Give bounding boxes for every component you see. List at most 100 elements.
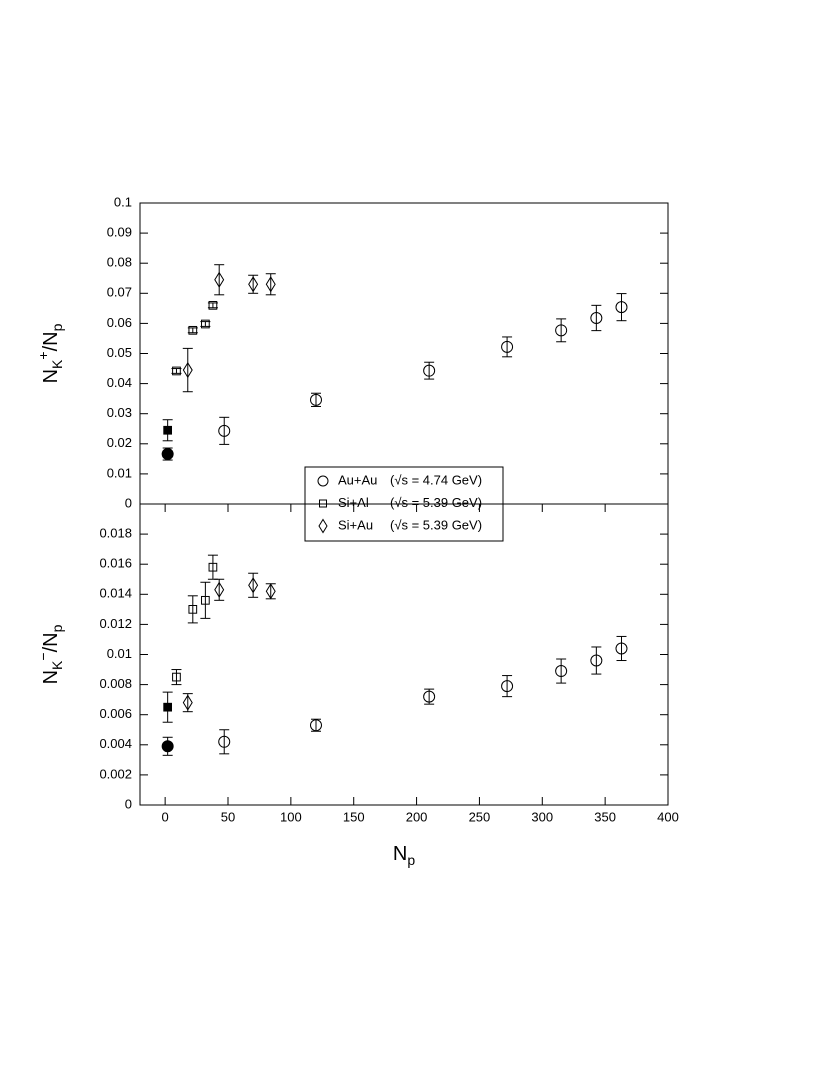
data-point	[423, 361, 436, 380]
point	[214, 271, 225, 288]
point	[218, 735, 231, 748]
y-tick-label: 0.004	[99, 736, 132, 751]
point	[218, 424, 231, 437]
legend-energy: (√s = 5.39 GeV)	[390, 495, 482, 510]
x-tick-label: 350	[594, 809, 616, 824]
y-tick-label: 0.008	[99, 676, 132, 691]
legend-energy: (√s = 5.39 GeV)	[390, 517, 482, 532]
y-axis-label: NK−/Np	[35, 624, 65, 684]
point	[310, 719, 322, 732]
legend-label: Si+Au	[338, 517, 373, 532]
data-point	[218, 416, 231, 445]
point	[172, 672, 181, 682]
data-point	[423, 688, 436, 705]
point	[163, 702, 173, 712]
data-point	[265, 273, 276, 296]
y-tick-label: 0.012	[99, 616, 132, 631]
y-tick-label: 0.016	[99, 556, 132, 571]
point	[208, 300, 218, 310]
data-point	[161, 736, 174, 756]
y-tick-label: 0.01	[107, 465, 132, 480]
point	[182, 694, 193, 711]
x-tick-label: 400	[657, 809, 679, 824]
x-tick-label: 250	[469, 809, 491, 824]
plot-frame	[139, 503, 669, 806]
x-tick-label: 200	[406, 809, 428, 824]
y-axis-label-part: K	[49, 359, 65, 369]
point	[615, 642, 628, 655]
point	[317, 475, 329, 487]
point	[265, 583, 276, 600]
data-point	[182, 347, 193, 393]
y-axis-label: NK+/Np	[35, 323, 65, 383]
data-point	[555, 658, 568, 684]
y-tick-label: 0.07	[107, 285, 132, 300]
y-tick-label: 0.01	[107, 646, 132, 661]
y-axis-label-part: p	[49, 323, 65, 331]
point	[172, 366, 181, 376]
y-tick-label: 0.09	[107, 225, 132, 240]
y-tick-label: 0.08	[107, 255, 132, 270]
point	[201, 319, 210, 329]
y-axis-label-part: N	[40, 670, 62, 684]
data-point	[615, 635, 628, 662]
x-tick-label: 0	[162, 809, 169, 824]
data-point	[590, 646, 603, 675]
data-point	[161, 447, 174, 461]
point	[214, 581, 225, 598]
y-tick-label: 0.018	[99, 526, 132, 541]
point	[188, 605, 198, 614]
data-point	[248, 572, 259, 598]
y-tick-label: 0.05	[107, 345, 132, 360]
point	[501, 340, 514, 353]
data-point	[207, 300, 218, 310]
point	[555, 665, 568, 678]
y-tick-label: 0.1	[114, 194, 132, 209]
point	[201, 595, 210, 605]
data-point	[615, 293, 628, 322]
data-point	[501, 675, 514, 698]
data-point	[310, 718, 322, 732]
point	[590, 311, 603, 324]
y-axis-label-part: p	[49, 624, 65, 632]
data-point	[248, 274, 259, 294]
y-tick-label: 0.06	[107, 315, 132, 330]
point	[615, 301, 628, 314]
y-axis-label-part: /N	[40, 331, 62, 351]
plot-frame	[139, 202, 669, 505]
data-point	[200, 319, 211, 329]
legend-label: Si+Al	[338, 495, 369, 510]
data-point	[182, 693, 193, 713]
legend-label: Au+Au	[338, 472, 377, 487]
y-axis-label-part: /N	[40, 632, 62, 652]
data-point	[501, 336, 514, 358]
x-axis-label-part: p	[407, 852, 415, 868]
x-axis-label-part: N	[393, 843, 407, 865]
y-tick-label: 0.006	[99, 706, 132, 721]
y-tick-label: 0.04	[107, 375, 132, 390]
point	[318, 518, 328, 534]
x-tick-label: 50	[221, 809, 235, 824]
y-axis-label-part: +	[35, 351, 51, 359]
data-point	[214, 264, 225, 296]
point	[590, 654, 603, 667]
data-point	[214, 578, 225, 601]
data-point	[218, 729, 231, 755]
data-point	[171, 669, 182, 686]
point	[555, 324, 568, 337]
data-point	[200, 581, 211, 619]
data-point	[590, 304, 603, 332]
point	[501, 680, 514, 693]
data-point	[187, 595, 198, 624]
y-axis-label-part: K	[49, 660, 65, 670]
y-tick-label: 0	[125, 495, 132, 510]
x-tick-label: 300	[531, 809, 553, 824]
point	[208, 562, 218, 572]
point	[310, 393, 322, 406]
data-point	[207, 554, 218, 580]
y-axis-label-part: −	[35, 652, 51, 660]
data-point	[265, 583, 276, 600]
point	[161, 448, 174, 461]
point	[265, 276, 276, 293]
